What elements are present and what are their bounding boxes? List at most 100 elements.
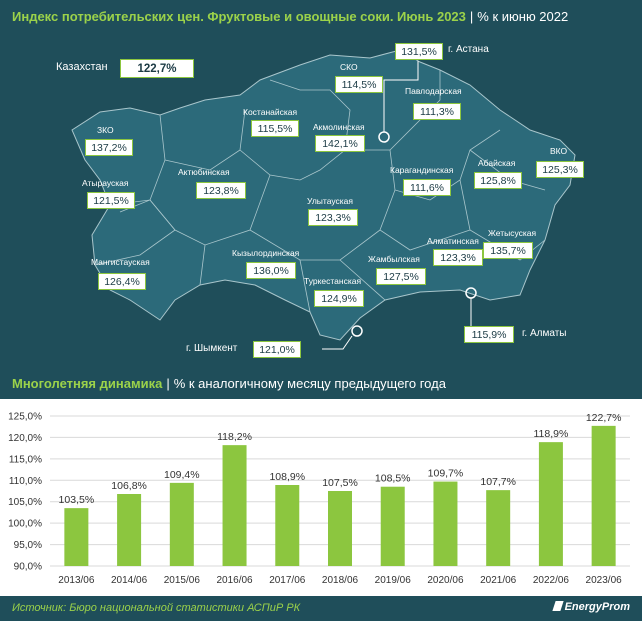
x-tick-label: 2023/06 (586, 575, 623, 586)
region-name-atyrau: Атырауская (82, 178, 129, 188)
region-name-vko: ВКО (550, 146, 568, 156)
value-zhambyl: 127,5% (376, 268, 426, 285)
bar-2013-06 (64, 508, 89, 566)
bar-value-label: 122,7% (586, 412, 622, 424)
value-aktobe: 123,8% (196, 182, 246, 199)
kazakhstan-map: СКО Павлодарская Костанайская Акмолинска… (71, 49, 576, 350)
region-name-ulytau: Улытауская (307, 196, 353, 206)
region-name-aktobe: Актюбинская (178, 167, 230, 177)
bar-2022-06 (538, 442, 563, 566)
x-tick-label: 2022/06 (533, 575, 570, 586)
region-name-pavlodar: Павлодарская (405, 86, 462, 96)
bar-value-label: 106,8% (111, 480, 147, 492)
value-almaty-region: 123,3% (433, 249, 483, 266)
city-name-astana: г. Астана (448, 44, 489, 55)
value-pavlodar: 111,3% (413, 103, 461, 120)
bar-2020-06 (433, 481, 458, 566)
bar-2021-06 (486, 490, 511, 566)
x-tick-label: 2016/06 (216, 575, 253, 586)
chart-x-axis: 2013/06 2014/06 2015/06 2016/06 2017/06 2018/… (58, 575, 622, 586)
region-name-zhambyl: Жамбылская (368, 254, 420, 264)
region-names: СКО Павлодарская Костанайская Акмолинска… (82, 62, 568, 286)
region-name-kyzylorda: Кызылординская (232, 248, 300, 258)
city-name-shymkent: г. Шымкент (186, 343, 238, 354)
y-tick-label: 95,0% (14, 540, 42, 551)
map-title-unit: % к июню 2022 (477, 9, 569, 24)
x-tick-label: 2019/06 (375, 575, 412, 586)
chart-y-axis: 90,0% 95,0% 100,0% 105,0% 110,0% 115,0% 120,0%… (8, 412, 42, 573)
y-tick-label: 100,0% (8, 519, 42, 530)
value-karaganda: 111,6% (403, 179, 451, 196)
bar-value-label: 118,9% (533, 428, 568, 440)
bar-value-label: 108,9% (269, 471, 305, 483)
title-separator: | (469, 9, 474, 24)
value-abai: 125,8% (474, 172, 522, 189)
region-name-zhetysu: Жетысуская (488, 228, 536, 238)
value-atyrau: 121,5% (87, 192, 135, 209)
bar-value-label: 107,7% (480, 476, 516, 488)
value-mangistau: 126,4% (98, 273, 146, 290)
bar-2018-06 (328, 491, 352, 566)
kazakhstan-territory (71, 49, 576, 341)
dynamics-title-separator: | (166, 376, 170, 391)
bar-2014-06 (117, 494, 142, 566)
city-name-almaty: г. Алматы (522, 328, 567, 339)
value-almaty-city: 115,9% (464, 326, 514, 343)
region-name-sko: СКО (340, 62, 358, 72)
map-title-main: Индекс потребительских цен. Фруктовые и … (12, 9, 466, 24)
value-kyzylorda: 136,0% (246, 262, 296, 279)
region-name-turkestan: Туркестанская (304, 276, 361, 286)
city-markers (322, 61, 477, 350)
bar-2015-06 (169, 482, 194, 566)
value-vko: 125,3% (536, 161, 584, 178)
region-name-abai: Абайская (478, 158, 516, 168)
bar-value-label: 109,7% (428, 468, 464, 480)
region-name-kostanay: Костанайская (243, 107, 298, 117)
bar-value-label: 118,2% (217, 431, 252, 443)
dynamics-title-main: Многолетняя динамика (12, 376, 163, 391)
bar-value-label: 109,4% (164, 469, 200, 481)
shymkent-marker[interactable] (351, 325, 363, 337)
region-name-mangistau: Мангистауская (91, 257, 150, 267)
bar-2019-06 (380, 486, 405, 566)
chart-bars (64, 425, 616, 566)
y-tick-label: 110,0% (9, 476, 42, 487)
kazakhstan-value: 122,7% (120, 59, 194, 78)
x-tick-label: 2021/06 (480, 575, 517, 586)
logo-text: EnergyProm (564, 601, 630, 613)
region-name-almaty-region: Алматинская (427, 236, 479, 246)
y-tick-label: 125,0% (8, 412, 42, 423)
dynamics-header: Многолетняя динамика |% к аналогичному ме… (0, 365, 642, 399)
bar-2017-06 (275, 485, 300, 566)
bar-value-label: 108,5% (375, 473, 411, 485)
y-tick-label: 90,0% (14, 562, 42, 573)
y-tick-label: 105,0% (8, 497, 42, 508)
kazakhstan-label: Казахстан (56, 61, 108, 73)
x-tick-label: 2020/06 (427, 575, 464, 586)
chart-gridlines (50, 415, 630, 567)
x-tick-label: 2015/06 (164, 575, 201, 586)
dynamics-title: Многолетняя динамика |% к аналогичному ме… (12, 376, 446, 391)
bar-value-label: 107,5% (322, 477, 358, 489)
value-shymkent: 121,0% (253, 341, 301, 358)
map-title: Индекс потребительских цен. Фруктовые и … (12, 9, 568, 24)
region-name-karaganda: Карагандинская (390, 165, 454, 175)
x-tick-label: 2018/06 (322, 575, 359, 586)
source-note: Источник: Бюро национальной статистики А… (12, 602, 301, 614)
energyprom-logo: EnergyProm (551, 601, 630, 613)
footer: Источник: Бюро национальной статистики А… (0, 596, 642, 621)
value-zhetysu: 135,7% (483, 242, 533, 259)
y-tick-label: 115,0% (9, 454, 42, 465)
chart-data-labels: 103,5% 106,8% 109,4% 118,2% 108,9% 107,5% 108,… (59, 412, 622, 506)
x-tick-label: 2014/06 (111, 575, 148, 586)
value-turkestan: 124,9% (314, 290, 364, 307)
dynamics-bar-chart: 90,0% 95,0% 100,0% 105,0% 110,0% 115,0% 120,0%… (8, 412, 630, 586)
value-akmola: 142,1% (315, 135, 365, 152)
y-tick-label: 120,0% (8, 433, 42, 444)
value-kostanay: 115,5% (251, 120, 299, 137)
dynamics-title-unit: % к аналогичному месяцу предыдущего года (173, 376, 446, 391)
value-astana: 131,5% (395, 43, 443, 60)
map-panel: СКО Павлодарская Костанайская Акмолинска… (0, 0, 642, 365)
bar-2023-06 (591, 425, 616, 566)
value-ulytau: 123,3% (308, 209, 358, 226)
